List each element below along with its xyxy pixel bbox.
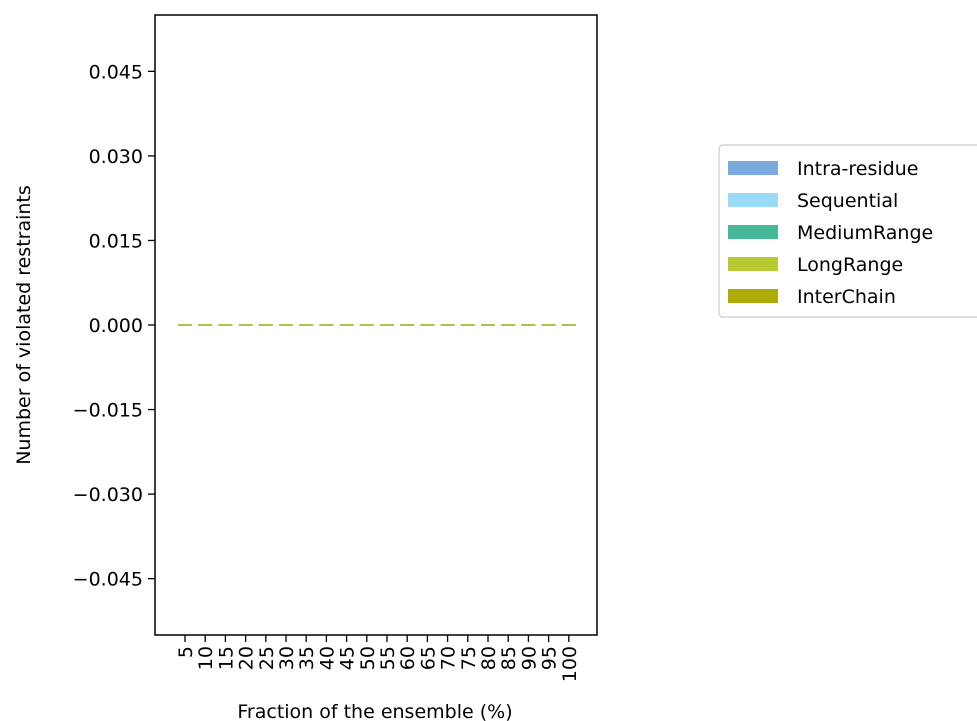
x-tick-label: 65 [417, 646, 439, 670]
x-tick-label: 25 [256, 646, 278, 670]
y-axis: 0.045 0.030 0.015 0.000 −0.015 −0.030 −0.045 [73, 61, 155, 591]
legend-label-longrange: LongRange [797, 254, 903, 276]
x-tick-label: 100 [559, 646, 581, 682]
x-tick-label: 70 [438, 646, 460, 670]
x-tick-label: 30 [276, 646, 298, 670]
bar-interchain-85 [501, 324, 516, 326]
bar-interchain-40 [319, 324, 334, 326]
x-tick-label: 80 [478, 646, 500, 670]
bar-interchain-50 [359, 324, 374, 326]
bar-interchain-55 [380, 324, 394, 326]
legend-swatch-longrange [728, 257, 778, 271]
bar-interchain-25 [258, 324, 273, 326]
bar-interchain-30 [279, 324, 293, 326]
x-tick-label: 15 [215, 646, 237, 670]
bars-layer [178, 324, 576, 326]
legend-label-intra-residue: Intra-residue [797, 158, 918, 180]
bar-interchain-95 [541, 324, 556, 326]
x-tick-label: 5 [175, 646, 197, 658]
legend-box [718, 144, 977, 318]
legend: Intra-residue Sequential MediumRange LongRa… [718, 144, 977, 318]
x-tick-label: 50 [357, 646, 379, 670]
legend-swatch-intra-residue [728, 161, 778, 175]
bar-interchain-5 [178, 324, 192, 326]
x-axis-label: Fraction of the ensemble (%) [237, 701, 512, 721]
bar-interchain-70 [440, 324, 455, 326]
legend-label-sequential: Sequential [797, 190, 898, 212]
x-tick-label: 20 [236, 646, 258, 670]
bar-interchain-90 [521, 324, 536, 326]
x-tick-label: 40 [316, 646, 338, 670]
plot-frame [154, 14, 598, 636]
legend-label-interchain: InterChain [797, 286, 896, 308]
y-tick-label: −0.015 [73, 400, 143, 422]
y-axis-label: Number of violated restraints [13, 185, 35, 465]
legend-swatch-interchain [728, 289, 778, 303]
y-tick-label: −0.030 [73, 484, 143, 506]
legend-swatch-mediumrange [728, 225, 778, 239]
x-tick-label: 85 [498, 646, 520, 670]
bar-interchain-75 [460, 324, 475, 326]
bar-interchain-15 [218, 324, 233, 326]
y-tick-label: 0.000 [89, 315, 143, 337]
y-tick-label: 0.015 [89, 230, 143, 252]
legend-swatch-sequential [728, 193, 778, 207]
y-tick-label: −0.045 [73, 569, 143, 591]
x-tick-label: 95 [539, 646, 561, 670]
x-tick-label: 90 [518, 646, 540, 670]
x-tick-label: 60 [397, 646, 419, 670]
x-tick-label: 55 [377, 646, 399, 670]
y-tick-label: 0.045 [89, 61, 143, 83]
y-tick-label: 0.030 [89, 146, 143, 168]
x-tick-label: 35 [296, 646, 318, 670]
x-tick-label: 45 [337, 646, 359, 670]
bar-interchain-100 [561, 324, 576, 326]
bar-interchain-80 [481, 324, 495, 326]
bar-interchain-20 [238, 324, 253, 326]
bar-interchain-35 [299, 324, 314, 326]
bar-interchain-60 [400, 324, 415, 326]
bar-interchain-45 [339, 324, 354, 326]
bar-interchain-65 [420, 324, 435, 326]
legend-label-mediumrange: MediumRange [797, 222, 933, 244]
bar-interchain-10 [198, 324, 213, 326]
x-tick-label: 75 [458, 646, 480, 670]
x-tick-label: 10 [195, 646, 217, 670]
